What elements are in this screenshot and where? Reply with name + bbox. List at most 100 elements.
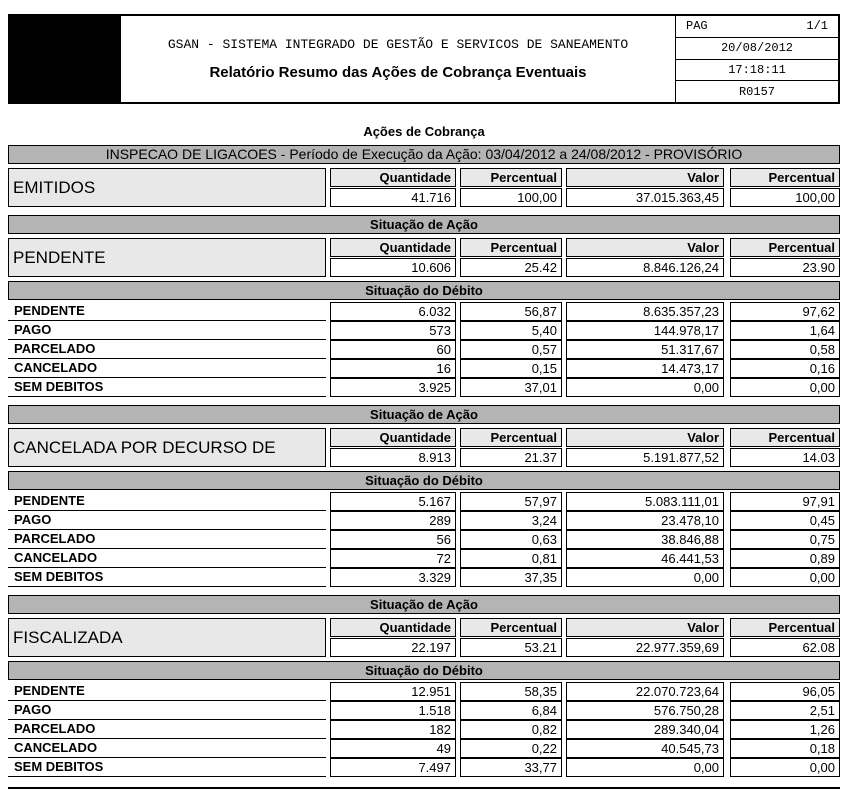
debit-valor: 40.545,73 [566,739,724,758]
page-info-box: PAG 1/1 20/08/2012 17:18:11 R0157 [675,16,838,102]
debit-percentual: 0,82 [460,720,562,739]
debit-valor: 38.846,88 [566,530,724,549]
debit-label: SEM DEBITOS [8,568,326,587]
debit-row: PAGO 1.518 6,84 576.750,28 2,51 [8,701,840,720]
debit-valor: 5.083.111,01 [566,492,724,511]
debit-percentual: 37,01 [460,378,562,397]
debit-label: PAGO [8,511,326,530]
debit-valor-percentual: 1,64 [730,321,840,340]
debit-quantidade: 16 [330,359,456,378]
debit-valor-percentual: 97,91 [730,492,840,511]
debit-quantidade: 1.518 [330,701,456,720]
valor-value: 8.846.126,24 [566,258,724,277]
valor-value: 5.191.877,52 [566,448,724,467]
debit-row: PARCELADO 182 0,82 289.340,04 1,26 [8,720,840,739]
page-title: Ações de Cobrança [363,124,485,139]
debit-valor: 289.340,04 [566,720,724,739]
situacao-debito-banner: Situação do Débito [8,281,840,300]
debit-quantidade: 49 [330,739,456,758]
debit-valor: 8.635.357,23 [566,302,724,321]
valor-percentual-header: Percentual [730,168,840,187]
debit-label: PARCELADO [8,720,326,739]
debit-valor: 0,00 [566,568,724,587]
company-logo [10,16,120,102]
debit-quantidade: 5.167 [330,492,456,511]
debit-valor-percentual: 0,18 [730,739,840,758]
debit-valor-percentual: 96,05 [730,682,840,701]
debit-quantidade: 289 [330,511,456,530]
debit-row: SEM DEBITOS 7.497 33,77 0,00 0,00 [8,758,840,777]
debit-valor-percentual: 0,75 [730,530,840,549]
quantidade-percentual-header: Percentual [460,618,562,637]
section-label: FISCALIZADA [8,618,326,657]
section-label: CANCELADA POR DECURSO DE [8,428,326,467]
period-banner: INSPECAO DE LIGACOES - Período de Execuç… [8,145,840,164]
debit-valor: 23.478,10 [566,511,724,530]
debit-percentual: 0,57 [460,340,562,359]
valor-percentual-header: Percentual [730,618,840,637]
report-date: 20/08/2012 [676,36,838,59]
debit-label: PAGO [8,701,326,720]
quantidade-percentual-header: Percentual [460,168,562,187]
report-code: R0157 [676,80,838,102]
valor-percentual-value: 100,00 [730,188,840,207]
debit-table: PENDENTE 12.951 58,35 22.070.723,64 96,0… [8,682,840,777]
debit-quantidade: 60 [330,340,456,359]
page-label: PAG [686,19,708,34]
debit-label: CANCELADO [8,359,326,378]
debit-label: SEM DEBITOS [8,378,326,397]
debit-row: PAGO 289 3,24 23.478,10 0,45 [8,511,840,530]
debit-label: SEM DEBITOS [8,758,326,777]
valor-percentual-value: 23.90 [730,258,840,277]
report-time: 17:18:11 [676,58,838,81]
debit-valor: 0,00 [566,378,724,397]
valor-value: 37.015.363,45 [566,188,724,207]
debit-quantidade: 182 [330,720,456,739]
debit-row: PAGO 573 5,40 144.978,17 1,64 [8,321,840,340]
debit-percentual: 0,81 [460,549,562,568]
debit-percentual: 33,77 [460,758,562,777]
debit-valor: 576.750,28 [566,701,724,720]
valor-header: Valor [566,168,724,187]
debit-valor: 46.441,53 [566,549,724,568]
quantidade-percentual-value: 100,00 [460,188,562,207]
debit-valor: 0,00 [566,758,724,777]
debit-valor: 51.317,67 [566,340,724,359]
debit-percentual: 6,84 [460,701,562,720]
quantidade-header: Quantidade [330,618,456,637]
debit-label: CANCELADO [8,549,326,568]
debit-valor-percentual: 0,00 [730,758,840,777]
section-label: EMITIDOS [8,168,326,207]
situacao-debito-banner: Situação do Débito [8,661,840,680]
debit-valor-percentual: 0,00 [730,378,840,397]
debit-label: PARCELADO [8,530,326,549]
debit-valor: 14.473,17 [566,359,724,378]
debit-valor-percentual: 0,16 [730,359,840,378]
quantidade-percentual-value: 53.21 [460,638,562,657]
debit-percentual: 37,35 [460,568,562,587]
quantidade-value: 10.606 [330,258,456,277]
debit-quantidade: 72 [330,549,456,568]
debit-quantidade: 56 [330,530,456,549]
system-title: GSAN - SISTEMA INTEGRADO DE GESTÃO E SER… [167,37,629,52]
quantidade-value: 8.913 [330,448,456,467]
debit-valor-percentual: 0,58 [730,340,840,359]
debit-percentual: 56,87 [460,302,562,321]
summary-section-emitidos: EMITIDOS Quantidade Percentual Valor Per… [8,168,840,207]
debit-row: CANCELADO 16 0,15 14.473,17 0,16 [8,359,840,378]
quantidade-header: Quantidade [330,238,456,257]
quantidade-value: 41.716 [330,188,456,207]
section-label: PENDENTE [8,238,326,277]
debit-row: PENDENTE 12.951 58,35 22.070.723,64 96,0… [8,682,840,701]
valor-percentual-value: 62.08 [730,638,840,657]
valor-header: Valor [566,618,724,637]
debit-valor: 144.978,17 [566,321,724,340]
report-page: GSAN - SISTEMA INTEGRADO DE GESTÃO E SER… [0,14,848,809]
debit-percentual: 0,22 [460,739,562,758]
summary-section-cancelada: CANCELADA POR DECURSO DE Quantidade Perc… [8,428,840,467]
valor-percentual-header: Percentual [730,428,840,447]
debit-valor: 22.070.723,64 [566,682,724,701]
debit-label: PENDENTE [8,492,326,511]
summary-section-pendente: PENDENTE Quantidade Percentual Valor Per… [8,238,840,277]
debit-row: SEM DEBITOS 3.925 37,01 0,00 0,00 [8,378,840,397]
